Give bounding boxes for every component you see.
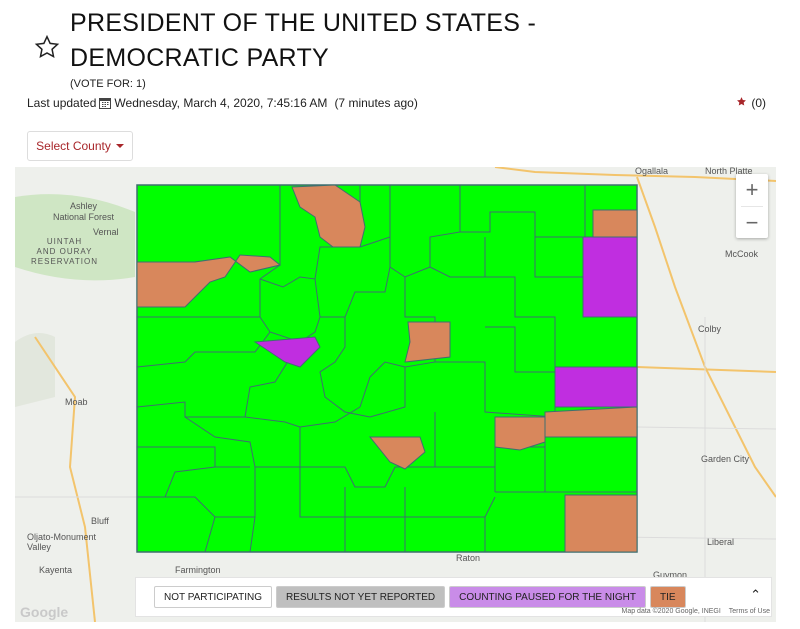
county-tie bbox=[494, 416, 546, 451]
title-line-2: DEMOCRATIC PARTY bbox=[70, 44, 329, 72]
map-label-liberal: Liberal bbox=[707, 537, 735, 547]
road bbox=[614, 536, 776, 540]
county-tie bbox=[368, 436, 426, 470]
last-updated-label: Last updated bbox=[27, 96, 97, 110]
county-paused bbox=[554, 366, 638, 408]
favorite-star-icon[interactable] bbox=[34, 34, 60, 60]
select-county-label: Select County bbox=[36, 139, 111, 153]
zoom-out-button[interactable]: − bbox=[745, 210, 759, 235]
county-tie bbox=[544, 406, 638, 438]
legend-not-participating[interactable]: NOT PARTICIPATING bbox=[154, 586, 272, 608]
map-label-bluff: Bluff bbox=[91, 516, 109, 526]
legend-tie[interactable]: TIE bbox=[649, 586, 686, 608]
map-label-ojito: Oljato-Monument Valley bbox=[27, 532, 97, 552]
zoom-in-button[interactable]: + bbox=[745, 177, 759, 202]
select-county-dropdown[interactable]: Select County bbox=[27, 131, 133, 161]
title-line-1: PRESIDENT OF THE UNITED STATES - bbox=[70, 9, 537, 37]
zoom-divider bbox=[741, 206, 763, 207]
last-updated: Last updated Wednesday, March 4, 2020, 7… bbox=[27, 96, 418, 110]
page-title: PRESIDENT OF THE UNITED STATES - DEMOCRA… bbox=[70, 6, 536, 76]
county-tie bbox=[564, 494, 638, 553]
map-label-guymon: Guymon bbox=[653, 570, 688, 580]
vote-for-text: (VOTE FOR: 1) bbox=[70, 78, 146, 90]
map-label-farmington: Farmington bbox=[175, 565, 221, 575]
county-paused bbox=[253, 336, 321, 368]
last-updated-ago: (7 minutes ago) bbox=[334, 96, 418, 110]
map-attribution: Map data ©2020 Google, INEGI Terms of Us… bbox=[621, 608, 770, 615]
caret-down-icon bbox=[115, 144, 124, 148]
map-legend: NOT PARTICIPATING RESULTS NOT YET REPORT… bbox=[135, 577, 772, 617]
county-paused bbox=[582, 236, 638, 318]
legend-counting-paused[interactable]: COUNTING PAUSED FOR THE NIGHT bbox=[449, 586, 646, 608]
highway bbox=[494, 167, 776, 182]
map-label-ogallala: Ogallala bbox=[635, 167, 669, 176]
map-label-moab: Moab bbox=[65, 397, 88, 407]
county-tie bbox=[136, 254, 282, 308]
favorites-counter[interactable]: (0) bbox=[736, 96, 766, 110]
zoom-control: + − bbox=[736, 174, 768, 238]
map-label-kayenta: Kayenta bbox=[39, 565, 73, 575]
map-label-garden-city: Garden City bbox=[701, 454, 750, 464]
highway bbox=[34, 336, 96, 622]
favorite-count-star-icon bbox=[736, 96, 747, 110]
map-label-mccook: McCook bbox=[725, 249, 759, 259]
county-lines bbox=[136, 185, 637, 553]
google-logo: Google bbox=[20, 604, 69, 620]
state-counties bbox=[136, 184, 638, 553]
forest-area bbox=[15, 194, 135, 281]
calendar-icon bbox=[99, 97, 112, 109]
legend-collapse-icon[interactable]: ⌃ bbox=[750, 587, 761, 602]
county-tie bbox=[291, 184, 366, 248]
county-tie bbox=[592, 209, 638, 238]
map-label-uintah: UINTAH AND OURAY RESERVATION bbox=[31, 237, 99, 266]
map-data-attribution: Map data ©2020 Google, INEGI bbox=[621, 608, 721, 615]
last-updated-value: Wednesday, March 4, 2020, 7:45:16 AM bbox=[114, 96, 328, 110]
map-label-raton: Raton bbox=[456, 553, 481, 563]
map-label-vernal: Vernal bbox=[93, 227, 119, 237]
terms-of-use-link[interactable]: Terms of Use bbox=[728, 608, 770, 615]
highway bbox=[636, 366, 776, 373]
highway bbox=[636, 176, 776, 498]
terrain-area bbox=[15, 333, 55, 407]
results-map[interactable]: Ashley National Forest Vernal UINTAH AND… bbox=[15, 167, 776, 622]
favorite-count: (0) bbox=[751, 96, 766, 110]
map-label-colby: Colby bbox=[698, 324, 722, 334]
county-tie bbox=[404, 321, 451, 363]
road bbox=[636, 426, 776, 430]
map-canvas bbox=[15, 167, 776, 622]
map-label-ashley: Ashley National Forest bbox=[53, 201, 115, 222]
legend-not-reported[interactable]: RESULTS NOT YET REPORTED bbox=[275, 586, 446, 608]
map-label-north-platte: North Platte bbox=[705, 167, 753, 176]
state-outline bbox=[136, 184, 638, 553]
